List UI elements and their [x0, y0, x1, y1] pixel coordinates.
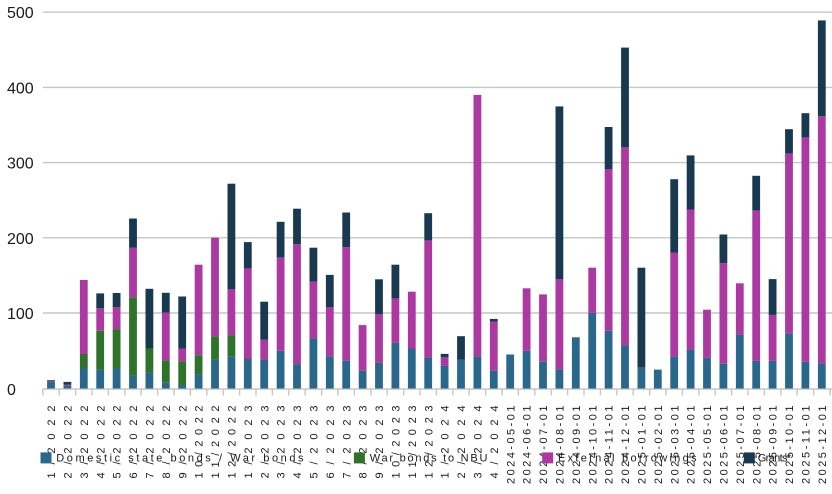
svg-text:400: 400 — [7, 80, 34, 97]
svg-text:Domestic state bonds / War bon: Domestic state bonds / War bonds — [56, 453, 304, 465]
svg-text:200: 200 — [7, 231, 34, 248]
svg-text:Grants*: Grants* — [758, 453, 792, 465]
svg-text:300: 300 — [7, 156, 34, 173]
svg-text:100: 100 — [7, 306, 34, 323]
svg-text:0: 0 — [7, 382, 16, 399]
svg-text:500: 500 — [7, 5, 34, 22]
svg-text:External borrowings: External borrowings — [558, 453, 697, 465]
svg-text:War bonds to NBU: War bonds to NBU — [370, 453, 488, 465]
